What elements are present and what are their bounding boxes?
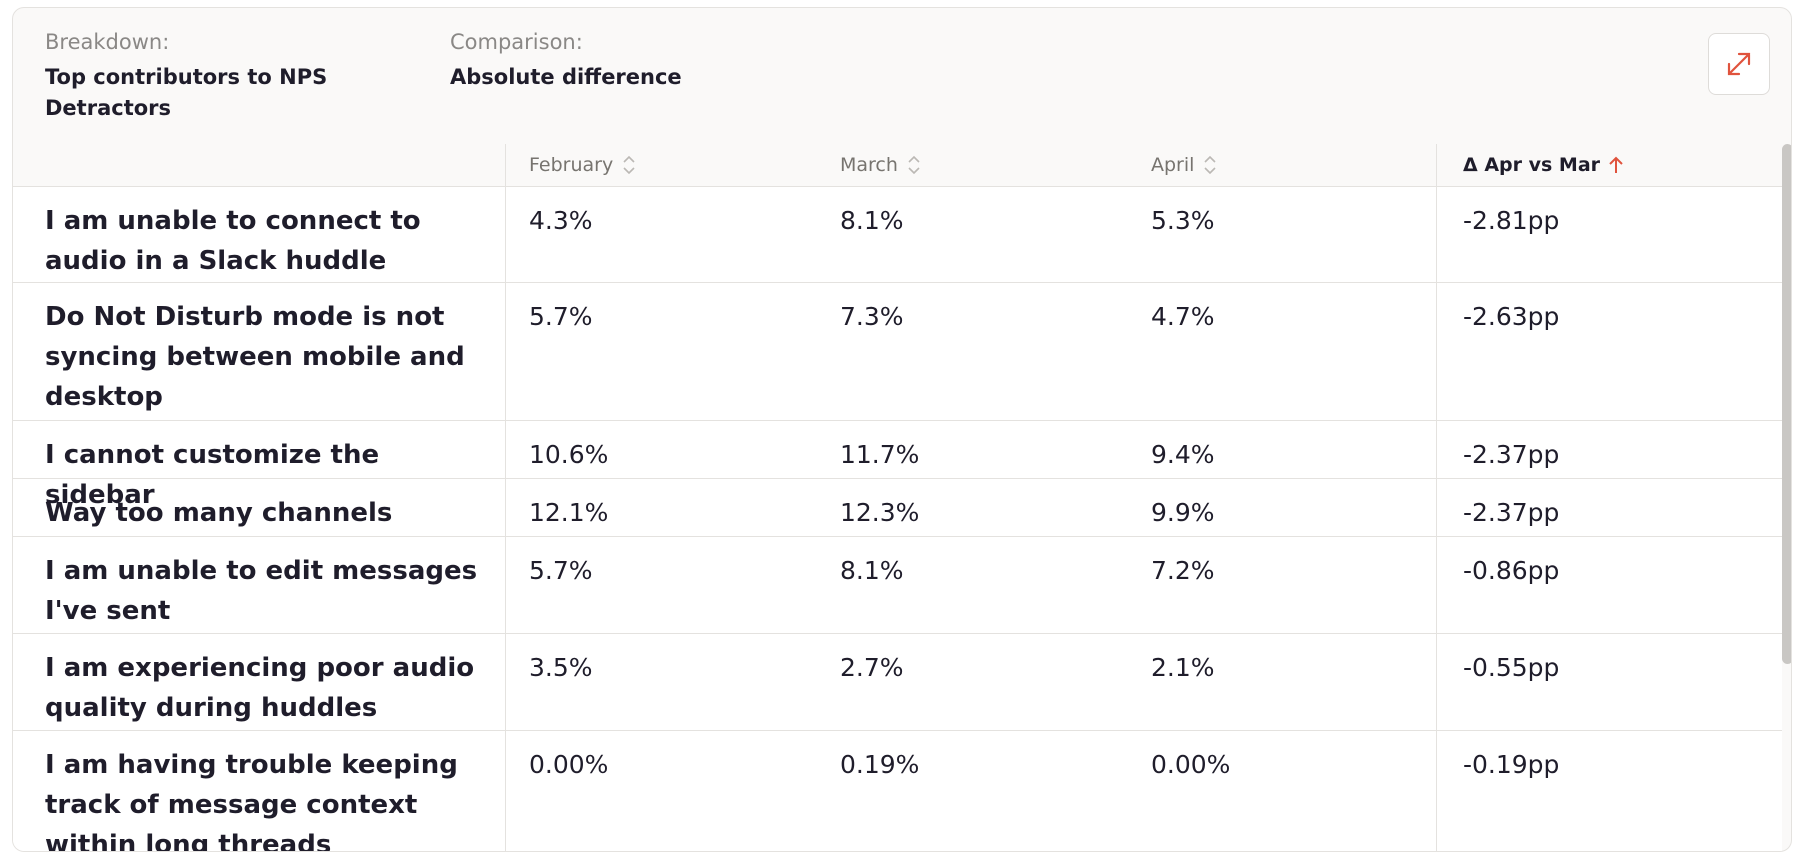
table-row[interactable]: I am experiencing poor audio quality dur… [13,634,1782,731]
cell-value: 8.1% [840,206,904,235]
cell-value: 7.3% [840,302,904,331]
cell-value: 0.00% [529,750,609,779]
column-title: April [1151,154,1195,176]
cell-value: 9.4% [1151,440,1215,469]
column-header[interactable]: Δ Apr vs Mar [1436,144,1782,186]
column-title: Δ Apr vs Mar [1463,154,1601,176]
row-label: I cannot customize the sidebar [13,421,506,510]
table-row[interactable]: I am unable to connect to audio in a Sla… [13,187,1782,283]
cell-value: -2.37pp [1436,421,1782,478]
table-row[interactable]: I cannot customize the sidebar 10.6% 11.7%… [13,421,1782,510]
expand-icon [1727,52,1751,76]
row-label: Do Not Disturb mode is not syncing betwe… [13,283,506,420]
cell-value: -2.81pp [1436,187,1782,282]
column-header[interactable]: April [1128,144,1436,186]
row-label: I am unable to connect to audio in a Sla… [13,187,506,282]
column-header[interactable]: March [817,144,1128,186]
table-row[interactable]: I am having trouble keeping track of mes… [13,731,1782,851]
comparison-value[interactable]: Absolute difference [450,65,682,89]
cell-value: 7.2% [1151,556,1215,585]
cell-value: -2.63pp [1436,283,1782,420]
column-header[interactable]: February [506,144,817,186]
row-label: Way too many channels [13,479,506,536]
cell-value: 11.7% [840,440,920,469]
header-cell [13,144,506,186]
cell-value: 12.1% [529,498,609,527]
table-row[interactable]: I am unable to edit messages I've sent 5.… [13,537,1782,634]
breakdown-value[interactable]: Top contributors to NPS Detractors [45,65,328,120]
cell-value: 0.19% [840,750,920,779]
table-row[interactable]: Do Not Disturb mode is not syncing betwe… [13,283,1782,421]
cell-value: 4.7% [1151,302,1215,331]
scrollbar[interactable] [1782,144,1791,664]
sort-icon [908,155,920,175]
cell-value: 2.7% [840,653,904,682]
cell-value: 0.00% [1151,750,1231,779]
expand-button[interactable] [1708,33,1770,95]
cell-value: -0.19pp [1436,731,1782,851]
cell-value: 5.7% [529,302,593,331]
cell-value: -0.55pp [1436,634,1782,730]
cell-value: 8.1% [840,556,904,585]
comparison-label: Comparison: [450,30,583,54]
cell-value: -2.37pp [1436,479,1782,536]
cell-value: 3.5% [529,653,593,682]
breakdown-label: Breakdown: [45,30,170,54]
column-title: February [529,154,614,176]
row-label: I am experiencing poor audio quality dur… [13,634,506,730]
header-row: February March April Δ Apr vs Mar [13,144,1782,187]
sort-icon [623,155,635,175]
sort-asc-icon [1609,156,1623,173]
cell-value: 4.3% [529,206,593,235]
card: Breakdown: Top contributors to NPS Detra… [12,7,1792,852]
cell-value: 2.1% [1151,653,1215,682]
cell-value: 9.9% [1151,498,1215,527]
cell-value: 10.6% [529,440,609,469]
cell-value: 5.3% [1151,206,1215,235]
row-label: I am having trouble keeping track of mes… [13,731,506,851]
table-row[interactable]: Way too many channels 12.1% 12.3% 9.9% -2.37… [13,479,1782,537]
cell-value: 5.7% [529,556,593,585]
sort-icon [1204,155,1217,175]
table: February March April Δ Apr vs Mar I am unabl… [13,144,1782,851]
cell-value: -0.86pp [1436,537,1782,633]
row-label: I am unable to edit messages I've sent [13,537,506,633]
cell-value: 12.3% [840,498,920,527]
column-title: March [840,154,898,176]
